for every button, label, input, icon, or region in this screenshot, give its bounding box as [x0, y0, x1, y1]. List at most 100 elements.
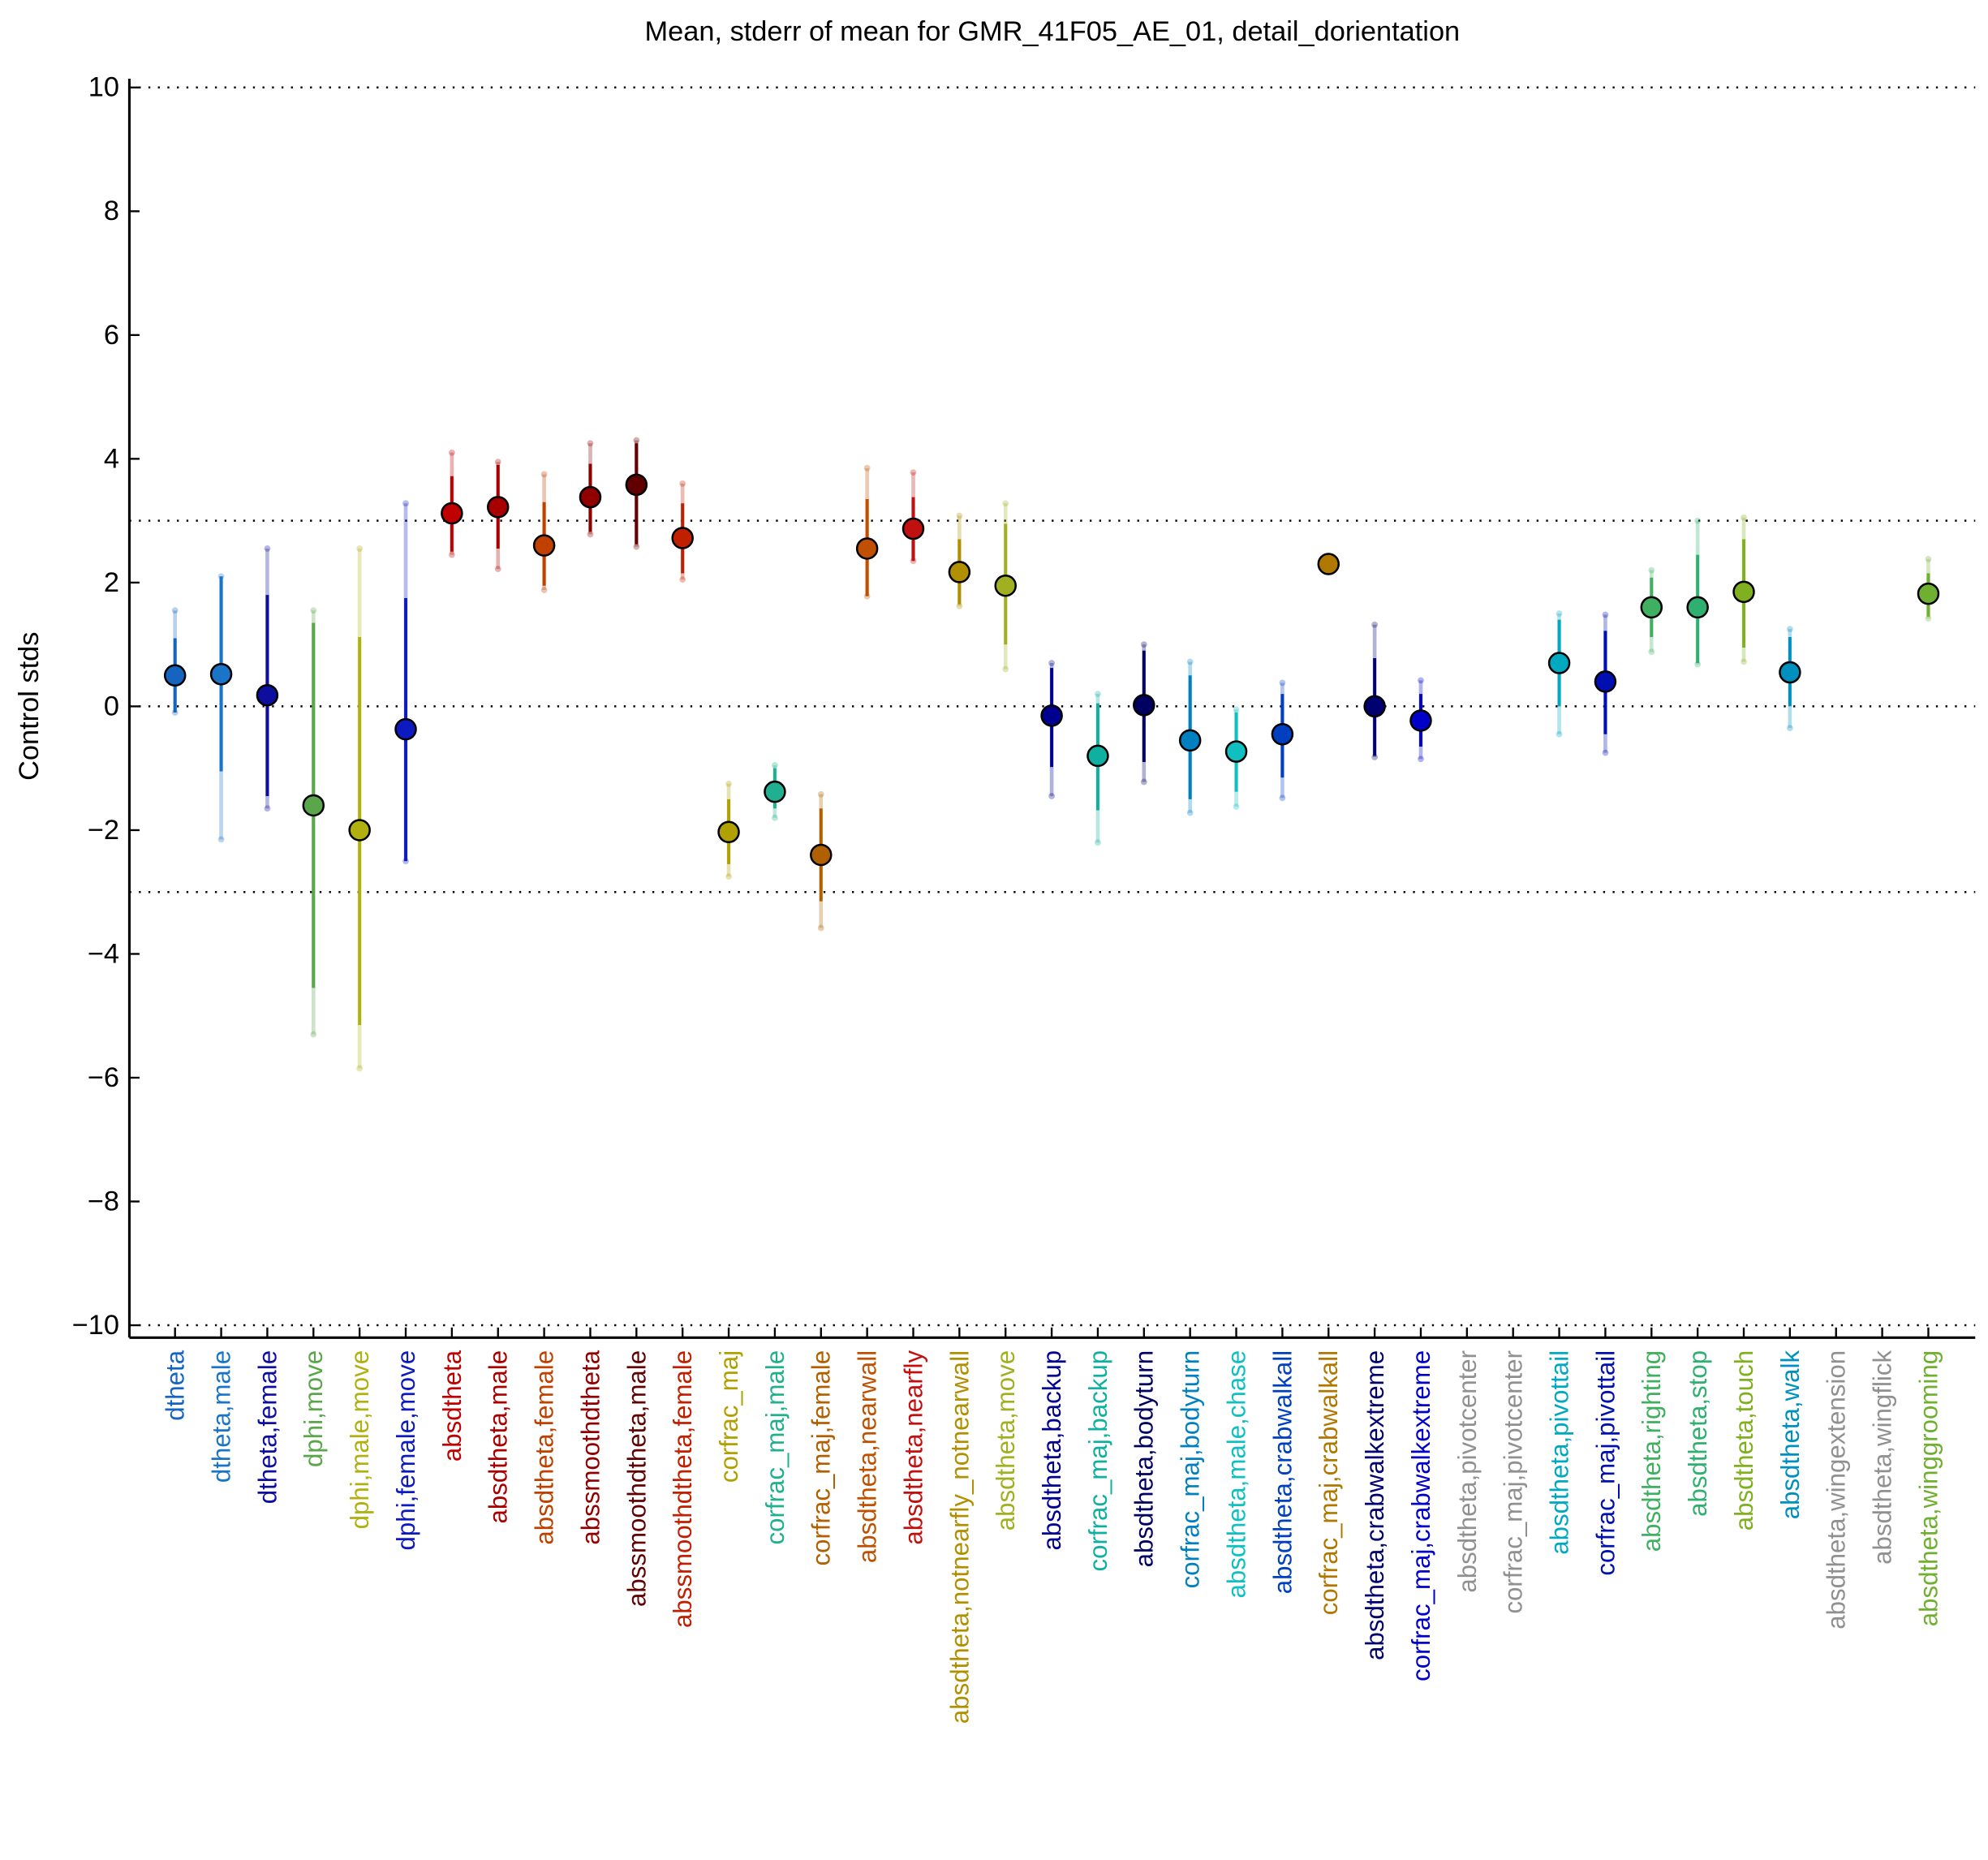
mean-marker [1779, 661, 1801, 684]
x-tick-label: corfrac_maj,male [761, 1350, 790, 1545]
mean-marker [948, 561, 971, 583]
outer-cap [310, 607, 317, 614]
outer-cap [587, 440, 594, 447]
outer-cap [633, 437, 640, 444]
outer-cap [1694, 661, 1702, 668]
mean-marker [348, 819, 371, 842]
outer-cap [356, 545, 364, 552]
mean-marker [671, 527, 694, 549]
outer-cap [772, 761, 778, 769]
x-tick-label: absdtheta,touch [1730, 1350, 1758, 1531]
outer-cap [494, 459, 501, 466]
mean-marker [1640, 596, 1663, 619]
mean-marker [1409, 709, 1432, 732]
outer-cap [1095, 839, 1101, 846]
outer-cap [633, 543, 640, 550]
outer-cap [1648, 566, 1655, 574]
mean-marker [1087, 744, 1109, 768]
outer-cap [817, 790, 824, 798]
outer-cap [587, 531, 594, 538]
mean-marker [1133, 694, 1155, 717]
mean-marker [532, 534, 556, 557]
x-tick-label: absdtheta,pivotcenter [1453, 1350, 1482, 1593]
y-tick-label: 4 [104, 443, 119, 474]
x-tick-label: absdtheta,backup [1038, 1350, 1066, 1551]
mean-marker [163, 664, 187, 687]
outer-cap [863, 464, 871, 471]
outer-cap [1002, 665, 1009, 673]
chart-title: Mean, stderr of mean for GMR_41F05_AE_01… [645, 16, 1461, 47]
mean-marker [855, 537, 879, 560]
mean-marker [764, 780, 786, 803]
outer-cap [1418, 677, 1424, 684]
x-tick-label: absdtheta,walk [1776, 1350, 1805, 1520]
x-tick-label: dtheta,male [208, 1350, 236, 1483]
mean-marker [1547, 652, 1571, 674]
mean-marker [209, 663, 233, 686]
y-tick-label: 10 [88, 72, 119, 103]
mean-marker [486, 496, 510, 519]
mean-marker [1317, 553, 1340, 575]
x-tick-label: absdtheta,righting [1637, 1350, 1666, 1552]
outer-cap [448, 551, 455, 558]
mean-marker [1271, 722, 1294, 746]
outer-cap [679, 480, 686, 487]
x-tick-label: absdtheta,female [531, 1350, 559, 1545]
mean-marker [441, 502, 463, 525]
mean-marker [1363, 695, 1386, 718]
outer-cap [310, 1031, 317, 1038]
outer-cap [817, 924, 824, 932]
outer-cap [1048, 660, 1055, 666]
outer-cap [1648, 648, 1655, 656]
x-tick-label: absdtheta,move [992, 1350, 1020, 1531]
outer-cap [1694, 517, 1702, 524]
outer-cap [1556, 610, 1563, 617]
outer-cap [1741, 658, 1747, 665]
outer-cap [1556, 730, 1563, 738]
outer-cap [679, 576, 686, 583]
x-tick-label: absdtheta,stop [1684, 1350, 1712, 1517]
mean-marker [901, 517, 925, 540]
x-tick-label: abssmoothdtheta [576, 1350, 605, 1544]
x-tick-label: absdtheta,crabwalkextreme [1361, 1350, 1389, 1660]
x-tick-label: abssmoothdtheta,female [669, 1350, 697, 1628]
x-tick-label: absdtheta,crabwalkall [1268, 1350, 1297, 1594]
y-tick-label: 2 [104, 567, 119, 598]
outer-cap [264, 805, 271, 812]
mean-marker [717, 820, 740, 843]
x-tick-label: corfrac_maj,pivottail [1591, 1350, 1620, 1576]
outer-cap [448, 449, 455, 456]
x-tick-label: absdtheta,notnearfly_notnearwall [945, 1350, 974, 1724]
x-tick-label: corfrac_maj,crabwalkextreme [1407, 1350, 1435, 1681]
outer-cap [1279, 679, 1286, 687]
y-tick-label: −2 [88, 815, 119, 846]
mean-marker [810, 843, 833, 867]
mean-marker [1686, 596, 1709, 619]
outer-cap [264, 545, 271, 552]
outer-cap [171, 607, 179, 614]
mean-marker [1594, 670, 1617, 693]
x-tick-label: absdtheta,male [484, 1350, 513, 1524]
outer-cap [725, 873, 732, 880]
mean-marker [394, 717, 417, 741]
outer-cap [956, 602, 963, 609]
outer-cap [1925, 615, 1932, 622]
x-tick-label: dtheta,female [253, 1350, 282, 1504]
outer-cap [1741, 514, 1747, 521]
x-tick-label: absdtheta,bodyturn [1130, 1350, 1159, 1567]
mean-marker [302, 794, 325, 817]
outer-cap [725, 780, 732, 787]
outer-cap [356, 1065, 364, 1072]
mean-marker [1917, 582, 1940, 605]
outer-cap [1418, 756, 1424, 763]
outer-cap [1602, 611, 1609, 618]
outer-cap [1048, 793, 1055, 799]
outer-cap [1186, 809, 1194, 816]
x-tick-label: corfrac_maj,backup [1084, 1350, 1112, 1572]
outer-cap [772, 814, 778, 821]
y-tick-label: −8 [88, 1186, 119, 1216]
x-tick-label: abssmoothdtheta,male [622, 1350, 651, 1607]
x-tick-label: dphi,male,move [346, 1350, 374, 1530]
outer-cap [1786, 725, 1793, 732]
outer-cap [1186, 658, 1194, 665]
